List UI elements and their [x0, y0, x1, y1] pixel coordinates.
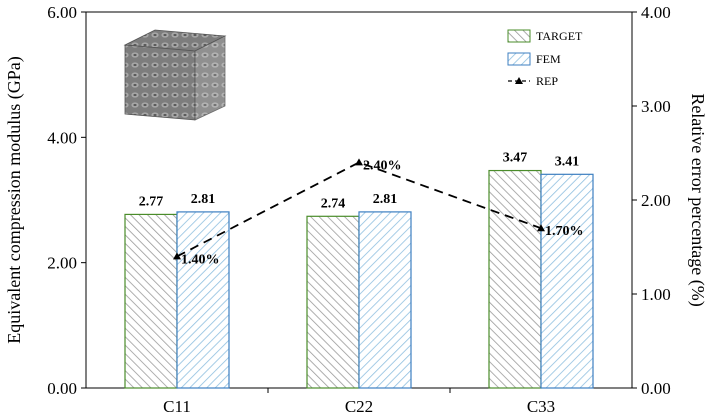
y2-tick-label: 0.00 — [641, 379, 671, 398]
y2-axis-title: Relative error percentage (%) — [687, 93, 708, 306]
legend-label-rep: REP — [536, 74, 558, 88]
rep-value-label: 2.40% — [363, 158, 402, 173]
legend-swatch-fem — [507, 52, 531, 66]
data-labels: 2.77 2.74 3.47 2.81 2.81 3.41 1.40% 2.40% 1.70% — [139, 151, 584, 268]
y2-tick-label: 1.00 — [641, 285, 671, 304]
y-tick-label: 0.00 — [47, 379, 77, 398]
axes: 0.00 2.00 4.00 6.00 0.00 1.00 2.00 3.00 4.00 C11 C… — [47, 3, 671, 416]
legend-label-target: TARGET — [536, 29, 583, 43]
legend: TARGET FEM REP — [507, 29, 583, 88]
y-tick-label: 2.00 — [47, 254, 77, 273]
y-tick-label: 6.00 — [47, 3, 77, 22]
rep-marker — [355, 158, 363, 166]
y-axis-title: Equivalent compression modulus (GPa) — [4, 56, 25, 343]
rep-line-path — [176, 161, 542, 258]
bar-value-label: 2.74 — [321, 196, 346, 211]
bar-value-label: 3.47 — [503, 151, 528, 166]
rep-value-label: 1.40% — [181, 252, 220, 267]
bar-value-label: 3.41 — [555, 154, 580, 169]
rep-marker — [537, 224, 545, 232]
bars — [124, 169, 594, 389]
lattice-cube-icon — [123, 29, 227, 121]
bar-target — [124, 213, 178, 389]
x-tick-label: C11 — [163, 397, 191, 416]
rep-marker — [173, 252, 181, 260]
legend-label-fem: FEM — [536, 52, 561, 66]
bar-target — [306, 215, 360, 389]
y2-tick-label: 3.00 — [641, 97, 671, 116]
bar-value-label: 2.77 — [139, 194, 164, 209]
bar-fem — [540, 173, 594, 389]
x-tick-label: C22 — [345, 397, 373, 416]
rep-value-label: 1.70% — [545, 224, 584, 239]
x-tick-label: C33 — [527, 397, 555, 416]
bar-target — [488, 169, 542, 389]
rep-line — [173, 158, 545, 260]
bar-fem — [358, 211, 412, 389]
legend-swatch-target — [507, 29, 531, 43]
bar-value-label: 2.81 — [191, 192, 216, 207]
bar-value-label: 2.81 — [373, 192, 398, 207]
bar-fem — [176, 211, 230, 389]
y2-tick-label: 2.00 — [641, 191, 671, 210]
y2-tick-label: 4.00 — [641, 3, 671, 22]
y-tick-label: 4.00 — [47, 128, 77, 147]
legend-marker-rep — [515, 77, 523, 84]
